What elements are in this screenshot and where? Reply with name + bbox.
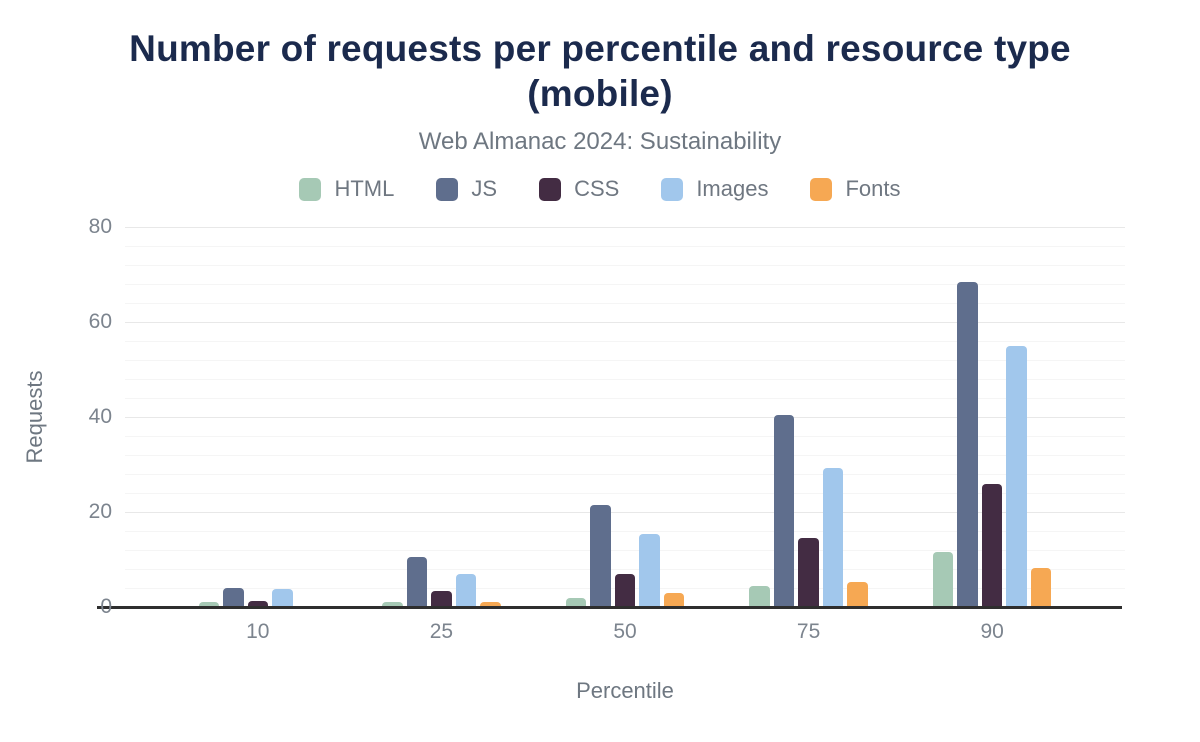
major-gridline — [125, 227, 1125, 228]
minor-gridline — [125, 246, 1125, 247]
bar-html-p50[interactable] — [565, 597, 587, 607]
minor-gridline — [125, 455, 1125, 456]
bar-images-p90[interactable] — [1006, 345, 1027, 607]
minor-gridline — [125, 531, 1125, 532]
minor-gridline — [125, 436, 1125, 437]
bar-js-p90[interactable] — [957, 281, 978, 607]
legend-label: Images — [696, 176, 769, 201]
y-tick-label: 20 — [88, 500, 112, 523]
legend-item-fonts[interactable]: Fonts — [810, 176, 901, 202]
bar-images-p25[interactable] — [455, 573, 477, 607]
bar-js-p75[interactable] — [773, 414, 795, 607]
bar-fonts-p90[interactable] — [1030, 568, 1052, 607]
legend-swatch-fonts-icon — [810, 177, 833, 201]
bar-html-p90[interactable] — [932, 552, 954, 607]
x-tick-label: 90 — [980, 620, 1004, 643]
minor-gridline — [125, 398, 1125, 399]
major-gridline — [125, 417, 1125, 418]
y-tick-label: 60 — [88, 310, 112, 333]
legend-swatch-images-icon — [661, 177, 684, 201]
major-gridline — [125, 322, 1125, 323]
legend-label: JS — [471, 176, 498, 201]
legend-item-css[interactable]: CSS — [539, 176, 619, 202]
y-tick-label: 80 — [88, 215, 112, 238]
minor-gridline — [125, 341, 1125, 342]
chart-subtitle: Web Almanac 2024: Sustainability — [418, 128, 782, 155]
minor-gridline — [125, 474, 1125, 475]
bar-js-p10[interactable] — [223, 588, 244, 607]
bar-images-p75[interactable] — [822, 467, 844, 607]
legend-label: CSS — [574, 176, 620, 201]
legend-label: HTML — [334, 176, 395, 201]
x-tick-label: 25 — [429, 620, 454, 643]
minor-gridline — [125, 569, 1125, 570]
legend-item-images[interactable]: Images — [661, 176, 768, 202]
bar-fonts-p25[interactable] — [480, 602, 501, 607]
bar-html-p25[interactable] — [382, 602, 403, 607]
legend-swatch-html-icon — [299, 177, 322, 201]
bar-js-p25[interactable] — [406, 557, 428, 607]
y-tick-label: 0 — [100, 595, 112, 618]
bar-fonts-p50[interactable] — [663, 592, 685, 607]
minor-gridline — [125, 360, 1125, 361]
plot-area: 10 25 50 75 90 — [97, 227, 1125, 643]
x-tick-label: 75 — [796, 620, 821, 643]
bar-js-p50[interactable] — [590, 504, 611, 607]
legend-swatch-css-icon — [539, 177, 562, 201]
bar-css-p90[interactable] — [981, 483, 1003, 607]
bar-fonts-p75[interactable] — [847, 582, 868, 607]
x-tick-label: 50 — [613, 620, 637, 643]
legend: HTML JS CSS Images Fonts — [0, 176, 1200, 202]
bar-html-p75[interactable] — [749, 585, 770, 607]
x-axis-title: Percentile — [576, 678, 674, 703]
bar-html-p10[interactable] — [198, 602, 220, 607]
x-axis-line — [97, 606, 1122, 609]
bar-images-p10[interactable] — [272, 588, 293, 607]
x-tick-label: 10 — [246, 620, 270, 643]
minor-gridline — [125, 493, 1125, 494]
bar-images-p50[interactable] — [639, 534, 660, 607]
bar-css-p75[interactable] — [798, 538, 819, 607]
minor-gridline — [125, 379, 1125, 380]
minor-gridline — [125, 550, 1125, 551]
bar-css-p25[interactable] — [431, 590, 452, 607]
minor-gridline — [125, 284, 1125, 285]
minor-gridline — [125, 265, 1125, 266]
minor-gridline — [125, 303, 1125, 304]
legend-swatch-js-icon — [436, 177, 459, 201]
legend-item-html[interactable]: HTML — [299, 176, 394, 202]
bar-css-p50[interactable] — [614, 573, 636, 607]
legend-item-js[interactable]: JS — [436, 176, 497, 202]
chart-title: Number of requests per percentile and re… — [129, 28, 1071, 115]
y-tick-label: 40 — [88, 405, 112, 428]
bar-css-p10[interactable] — [247, 600, 269, 607]
legend-label: Fonts — [845, 176, 901, 201]
major-gridline — [125, 512, 1125, 513]
